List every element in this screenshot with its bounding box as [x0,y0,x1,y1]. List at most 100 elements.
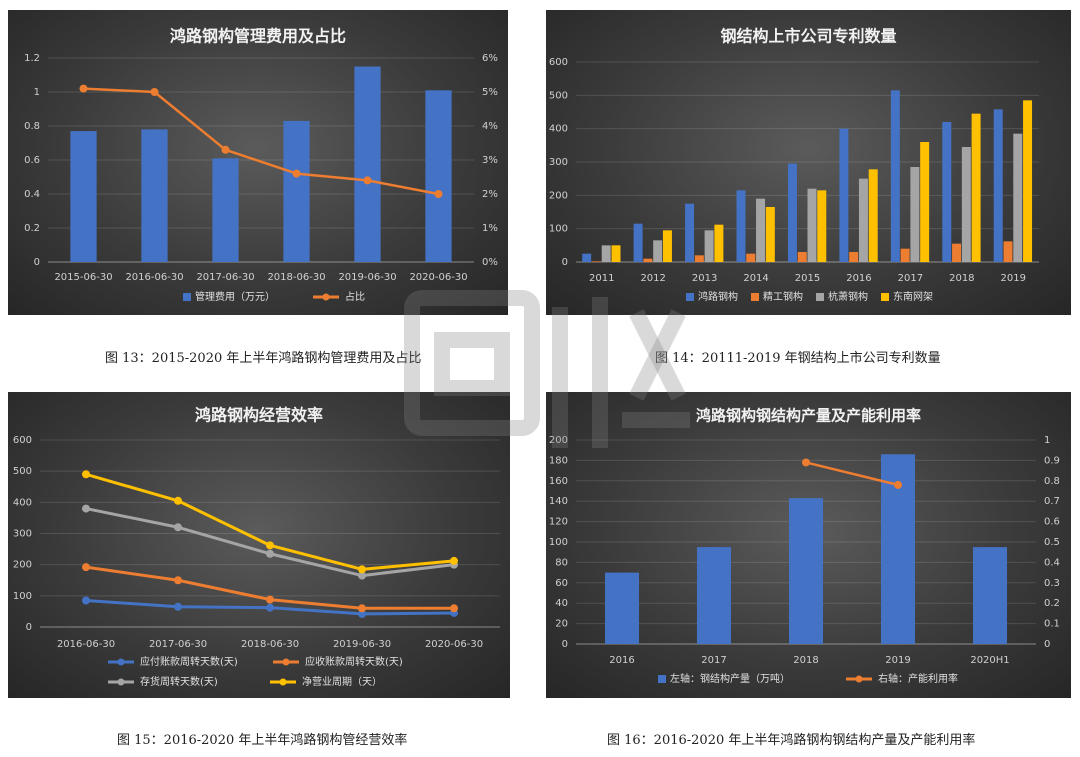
legend-swatch [751,293,759,301]
x-tick-label: 2018-06-30 [267,272,325,283]
bar [633,223,643,262]
bar [141,129,168,262]
data-point [894,480,902,489]
chart-svg-management-expense: 鸿路钢构管理费用及占比 0 0.2 0.4 0.6 0.8 1 1.2 0% 1% 2% 3% 4% 5%… [24,27,498,304]
bar [817,190,827,262]
data-point [82,563,90,572]
legend-label: 应付账款周转天数(天) [140,655,238,668]
data-point [82,596,90,605]
bar [849,252,859,262]
y-tick-label: 300 [13,529,32,540]
legend-label: 左轴：钢结构产量（万吨） [670,672,790,685]
x-tick-label: 2019 [885,655,910,666]
bar [283,120,310,263]
legend-swatch-marker [855,675,863,683]
legend-swatch-marker [282,658,290,666]
x-tick-label: 2019-06-30 [338,272,396,283]
bar [787,163,797,262]
x-tick-label: 2015 [795,273,820,284]
x-tick-label: 2018 [793,655,818,666]
x-tick-label: 2016 [609,655,634,666]
bar [942,122,952,262]
y-right-tick-label: 0.2 [1044,598,1060,609]
y-right-tick-label: 0.3 [1044,578,1060,589]
legend-swatch-marker [117,658,125,666]
legend-label: 右轴：产能利用率 [878,672,958,685]
x-tick-label: 2013 [692,273,717,284]
chart-svg-steel-output: 鸿路钢构钢结构产量及产能利用率 0 20 40 60 80 100 120 140 160 180 2… [549,407,1060,686]
bar [704,230,714,262]
y-tick-label: 100 [13,591,32,602]
y-right-tick-label: 0% [482,257,498,268]
bar [920,142,930,262]
bar [70,131,97,262]
bar [797,252,807,262]
bar [425,90,452,262]
bar [993,109,1003,262]
bar [746,253,756,262]
y-tick-label: 600 [13,435,32,446]
y-tick-label: 100 [549,537,568,548]
data-point [82,504,90,513]
legend-label: 鸿路钢构 [698,290,738,303]
legend-swatch [816,293,824,301]
data-point [174,602,182,611]
y-right-tick-label: 0.5 [1044,537,1060,548]
chart-panel-patents: 钢结构上市公司专利数量 0 100 200 300 400 500 600 2011 2012 20… [546,10,1071,315]
data-point [221,145,230,154]
y-tick-label: 600 [549,57,568,68]
chart-panel-management-expense: 鸿路钢构管理费用及占比 0 0.2 0.4 0.6 0.8 1 1.2 0% 1% 2% 3% 4% 5%… [8,10,508,315]
chart-svg-patents: 钢结构上市公司专利数量 0 100 200 300 400 500 600 2011 2012 20… [549,27,1039,303]
y-right-tick-label: 2% [482,189,498,200]
bar [971,113,981,263]
y-tick-label: 0 [26,622,32,633]
y-right-tick-label: 5% [482,87,498,98]
y-right-tick-label: 0.6 [1044,517,1060,528]
data-point [450,556,458,565]
x-tick-label: 2019-06-30 [333,639,391,650]
bar [643,258,653,262]
x-tick-label: 2017 [701,655,726,666]
bar [1023,100,1033,262]
bar [839,128,849,262]
data-point [434,190,443,198]
legend-label: 净营业周期（天） [302,675,382,688]
y-tick-label: 200 [13,560,32,571]
bar [807,188,817,262]
bar [662,230,672,262]
legend-label: 东南网架 [893,290,933,303]
y-tick-label: 500 [13,466,32,477]
y-tick-label: 160 [549,476,568,487]
chart-title: 鸿路钢构经营效率 [195,406,323,425]
y-tick-label: 100 [549,224,568,235]
chart-title: 钢结构上市公司专利数量 [720,27,896,46]
legend-label: 管理费用（万元） [195,290,275,303]
legend-swatch [686,293,694,301]
y-tick-label: 500 [549,90,568,101]
chart-title: 鸿路钢构钢结构产量及产能利用率 [696,407,921,425]
y-right-tick-label: 0 [1044,639,1050,650]
y-right-tick-label: 0.9 [1044,455,1060,466]
y-tick-label: 200 [549,435,568,446]
y-tick-label: 0.6 [24,155,40,166]
y-right-tick-label: 6% [482,53,498,64]
bar [868,169,878,262]
data-point [82,470,90,479]
caption-fig14: 图 14：20111-2019 年钢结构上市公司专利数量 [655,351,941,366]
y-tick-label: 0 [562,257,568,268]
x-tick-label: 2020-06-30 [425,639,483,650]
legend-label: 精工钢构 [763,290,803,303]
x-tick-label: 2018 [949,273,974,284]
legend-label: 杭萧钢构 [828,290,868,303]
bar [1003,241,1013,262]
chart-panel-operating-efficiency: 鸿路钢构经营效率 0 100 200 300 400 500 600 2016-06-30 201… [8,392,510,698]
y-tick-label: 40 [555,598,568,609]
bar [900,248,910,262]
legend-swatch [183,293,191,301]
data-point [802,458,810,467]
y-tick-label: 1 [34,87,40,98]
x-tick-label: 2019 [1001,273,1026,284]
y-tick-label: 0.2 [24,223,40,234]
legend-swatch-marker [117,678,125,686]
y-right-tick-label: 1 [1044,435,1050,446]
